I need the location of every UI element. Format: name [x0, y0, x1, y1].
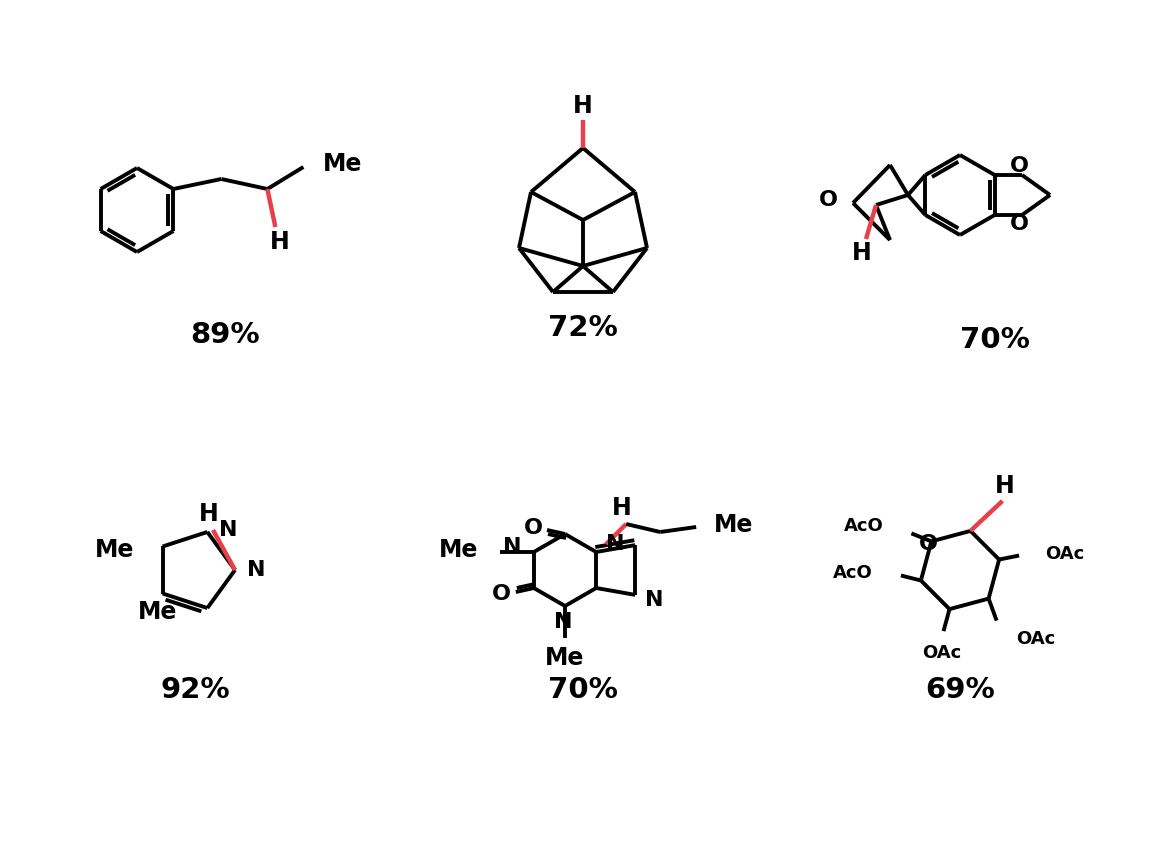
Text: O: O	[919, 534, 937, 554]
Text: Me: Me	[438, 538, 478, 562]
Text: H: H	[199, 502, 219, 526]
Text: O: O	[492, 584, 512, 604]
Text: N: N	[606, 534, 625, 554]
Text: 92%: 92%	[160, 676, 230, 704]
Text: H: H	[612, 496, 632, 520]
Text: N: N	[247, 560, 266, 580]
Text: 70%: 70%	[960, 326, 1030, 354]
Text: Me: Me	[546, 646, 584, 670]
Text: 69%: 69%	[925, 676, 995, 704]
Text: O: O	[524, 518, 542, 538]
Text: Me: Me	[715, 513, 753, 537]
Text: N: N	[219, 520, 238, 540]
Text: H: H	[574, 94, 592, 118]
Text: O: O	[1010, 214, 1028, 234]
Text: OAc: OAc	[1017, 630, 1056, 648]
Text: O: O	[819, 190, 838, 210]
Text: AcO: AcO	[834, 564, 873, 582]
Text: O: O	[1010, 156, 1028, 176]
Text: N: N	[554, 612, 573, 632]
Text: AcO: AcO	[844, 518, 884, 536]
Text: Me: Me	[323, 152, 363, 176]
Text: H: H	[269, 230, 289, 254]
Text: Me: Me	[138, 599, 177, 624]
Text: 70%: 70%	[548, 676, 618, 704]
Text: Me: Me	[96, 538, 134, 562]
Text: H: H	[852, 241, 872, 265]
Text: 72%: 72%	[548, 314, 618, 342]
Text: H: H	[995, 474, 1014, 498]
Text: N: N	[645, 590, 663, 610]
Text: OAc: OAc	[1045, 544, 1084, 562]
Text: 89%: 89%	[190, 321, 260, 349]
Text: OAc: OAc	[922, 644, 961, 662]
Text: N: N	[504, 537, 522, 557]
